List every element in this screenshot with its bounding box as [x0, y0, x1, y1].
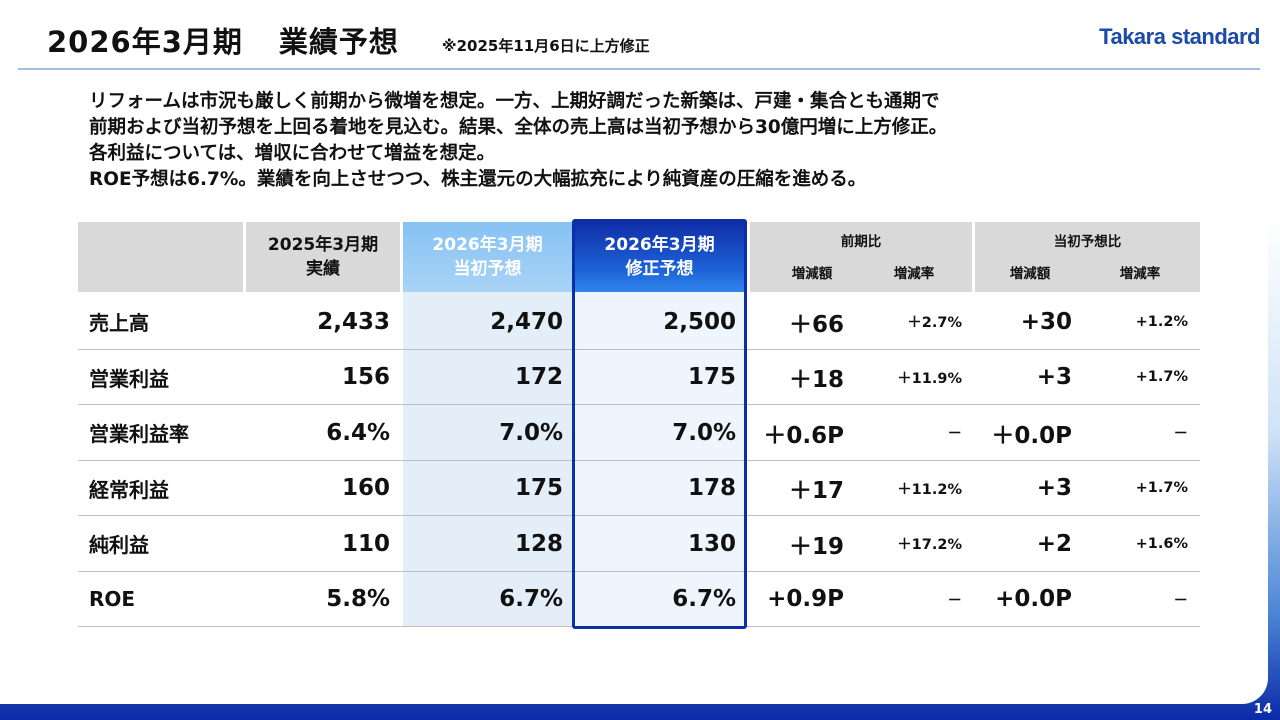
- revision-note: ※2025年11月6日に上方修正: [442, 37, 650, 55]
- cell-prev-diff: ＋19: [788, 533, 844, 560]
- row-label: 純利益: [89, 533, 149, 558]
- page-number: 14: [1253, 702, 1272, 717]
- row-label: 売上高: [89, 311, 149, 336]
- cell-prev-rate: ＋11.2%: [897, 481, 962, 498]
- cell-prev-rate: －: [947, 426, 963, 443]
- cell-prev-rate: ＋17.2%: [897, 537, 962, 554]
- cell-prev-rate: －: [947, 592, 963, 609]
- cell-init-diff: +2: [1036, 530, 1072, 557]
- cell-prev-diff: ＋18: [788, 367, 844, 394]
- cell-revised: 6.7%: [672, 586, 736, 613]
- cell-initial: 175: [514, 475, 563, 502]
- initial-column-bg: [403, 292, 572, 626]
- summary-line: リフォームは市況も厳しく前期から微増を想定。一方、上期好調だった新築は、戸建・集…: [89, 91, 940, 112]
- cell-fy2025: 156: [341, 364, 390, 391]
- cell-revised: 7.0%: [672, 419, 736, 446]
- title-period: 2026年3月期: [47, 25, 243, 59]
- cell-init-diff: +0.0P: [995, 586, 1072, 613]
- header-fy2026-revised: 2026年3月期 修正予想: [575, 222, 744, 292]
- cell-initial: 172: [514, 364, 563, 391]
- summary-line: 各利益については、増収に合わせて増益を想定。: [89, 143, 496, 164]
- header-fy2026-initial: 2026年3月期 当初予想: [403, 222, 572, 292]
- cell-prev-rate: ＋2.7%: [907, 315, 962, 332]
- cell-prev-diff: ＋0.6P: [763, 422, 844, 449]
- cell-init-diff: ＋0.0P: [991, 422, 1072, 449]
- cell-fy2025: 6.4%: [326, 419, 390, 446]
- row-divider: [78, 404, 1200, 405]
- header-blank: [78, 222, 243, 292]
- row-divider: [78, 570, 1200, 572]
- header-init-diff: 増減額: [1009, 266, 1051, 282]
- cell-init-diff: +3: [1036, 364, 1072, 391]
- summary-text: リフォームは市況も厳しく前期から微増を想定。一方、上期好調だった新築は、戸建・集…: [89, 89, 1169, 193]
- summary-line: 前期および当初予想を上回る着地を見込む。結果、全体の売上高は当初予想から30億円…: [89, 117, 948, 138]
- cell-init-rate: －: [1173, 592, 1189, 609]
- cell-initial: 128: [514, 530, 563, 557]
- cell-init-rate: +1.6%: [1135, 535, 1188, 552]
- page-title: 2026年3月期 業績予想: [47, 19, 399, 61]
- cell-prev-diff: ＋17: [788, 478, 844, 505]
- company-logo: Takara standard: [1099, 24, 1260, 49]
- header-init-rate: 増減率: [1119, 266, 1161, 282]
- cell-prev-diff: ＋66: [788, 311, 844, 338]
- cell-revised: 130: [687, 530, 736, 557]
- cell-init-rate: +1.7%: [1135, 480, 1188, 497]
- header-prev-rate: 増減率: [893, 266, 935, 282]
- cell-initial: 6.7%: [499, 586, 563, 613]
- cell-prev-rate: ＋11.9%: [897, 370, 962, 387]
- cell-fy2025: 110: [341, 530, 390, 557]
- header-fy2025: 2025年3月期 実績: [246, 222, 400, 292]
- header-fy2026-initial-label: 2026年3月期 当初予想: [432, 235, 543, 279]
- revised-column-bg: [575, 292, 744, 626]
- cell-init-rate: +1.7%: [1135, 369, 1188, 386]
- cell-init-diff: +30: [1020, 308, 1072, 335]
- cell-initial: 2,470: [490, 308, 563, 335]
- cell-revised: 175: [687, 364, 736, 391]
- cell-revised: 178: [687, 475, 736, 502]
- row-divider: [78, 459, 1200, 461]
- row-label: 営業利益: [89, 366, 169, 391]
- summary-line: ROE予想は6.7%。業績を向上させつつ、株主還元の大幅拡充により純資産の圧縮を…: [89, 169, 867, 190]
- header-vs-initial-group: [975, 222, 1200, 292]
- row-label: ROE: [89, 587, 136, 612]
- header-fy2025-label: 2025年3月期 実績: [267, 235, 379, 279]
- header-divider: [18, 68, 1260, 70]
- cell-fy2025: 160: [341, 475, 390, 502]
- row-divider: [78, 348, 1200, 350]
- cell-fy2025: 2,433: [317, 308, 390, 335]
- header-vs-prev: 前期比: [840, 234, 882, 250]
- row-label: 営業利益率: [89, 422, 189, 447]
- row-label: 経常利益: [89, 477, 169, 502]
- cell-prev-diff: +0.9P: [767, 586, 844, 613]
- cell-fy2025: 5.8%: [326, 586, 390, 613]
- cell-init-rate: －: [1173, 426, 1189, 443]
- cell-initial: 7.0%: [499, 419, 563, 446]
- title-main: 業績予想: [278, 25, 399, 59]
- row-divider: [78, 626, 1200, 627]
- header-prev-diff: 増減額: [791, 266, 833, 282]
- cell-init-diff: +3: [1036, 475, 1072, 502]
- row-divider: [78, 515, 1200, 516]
- cell-init-rate: +1.2%: [1135, 313, 1188, 330]
- header-fy2026-revised-label: 2026年3月期 修正予想: [604, 235, 715, 279]
- header-vs-initial: 当初予想比: [1053, 234, 1122, 250]
- header-vs-prev-group: [750, 222, 972, 292]
- cell-revised: 2,500: [663, 308, 736, 335]
